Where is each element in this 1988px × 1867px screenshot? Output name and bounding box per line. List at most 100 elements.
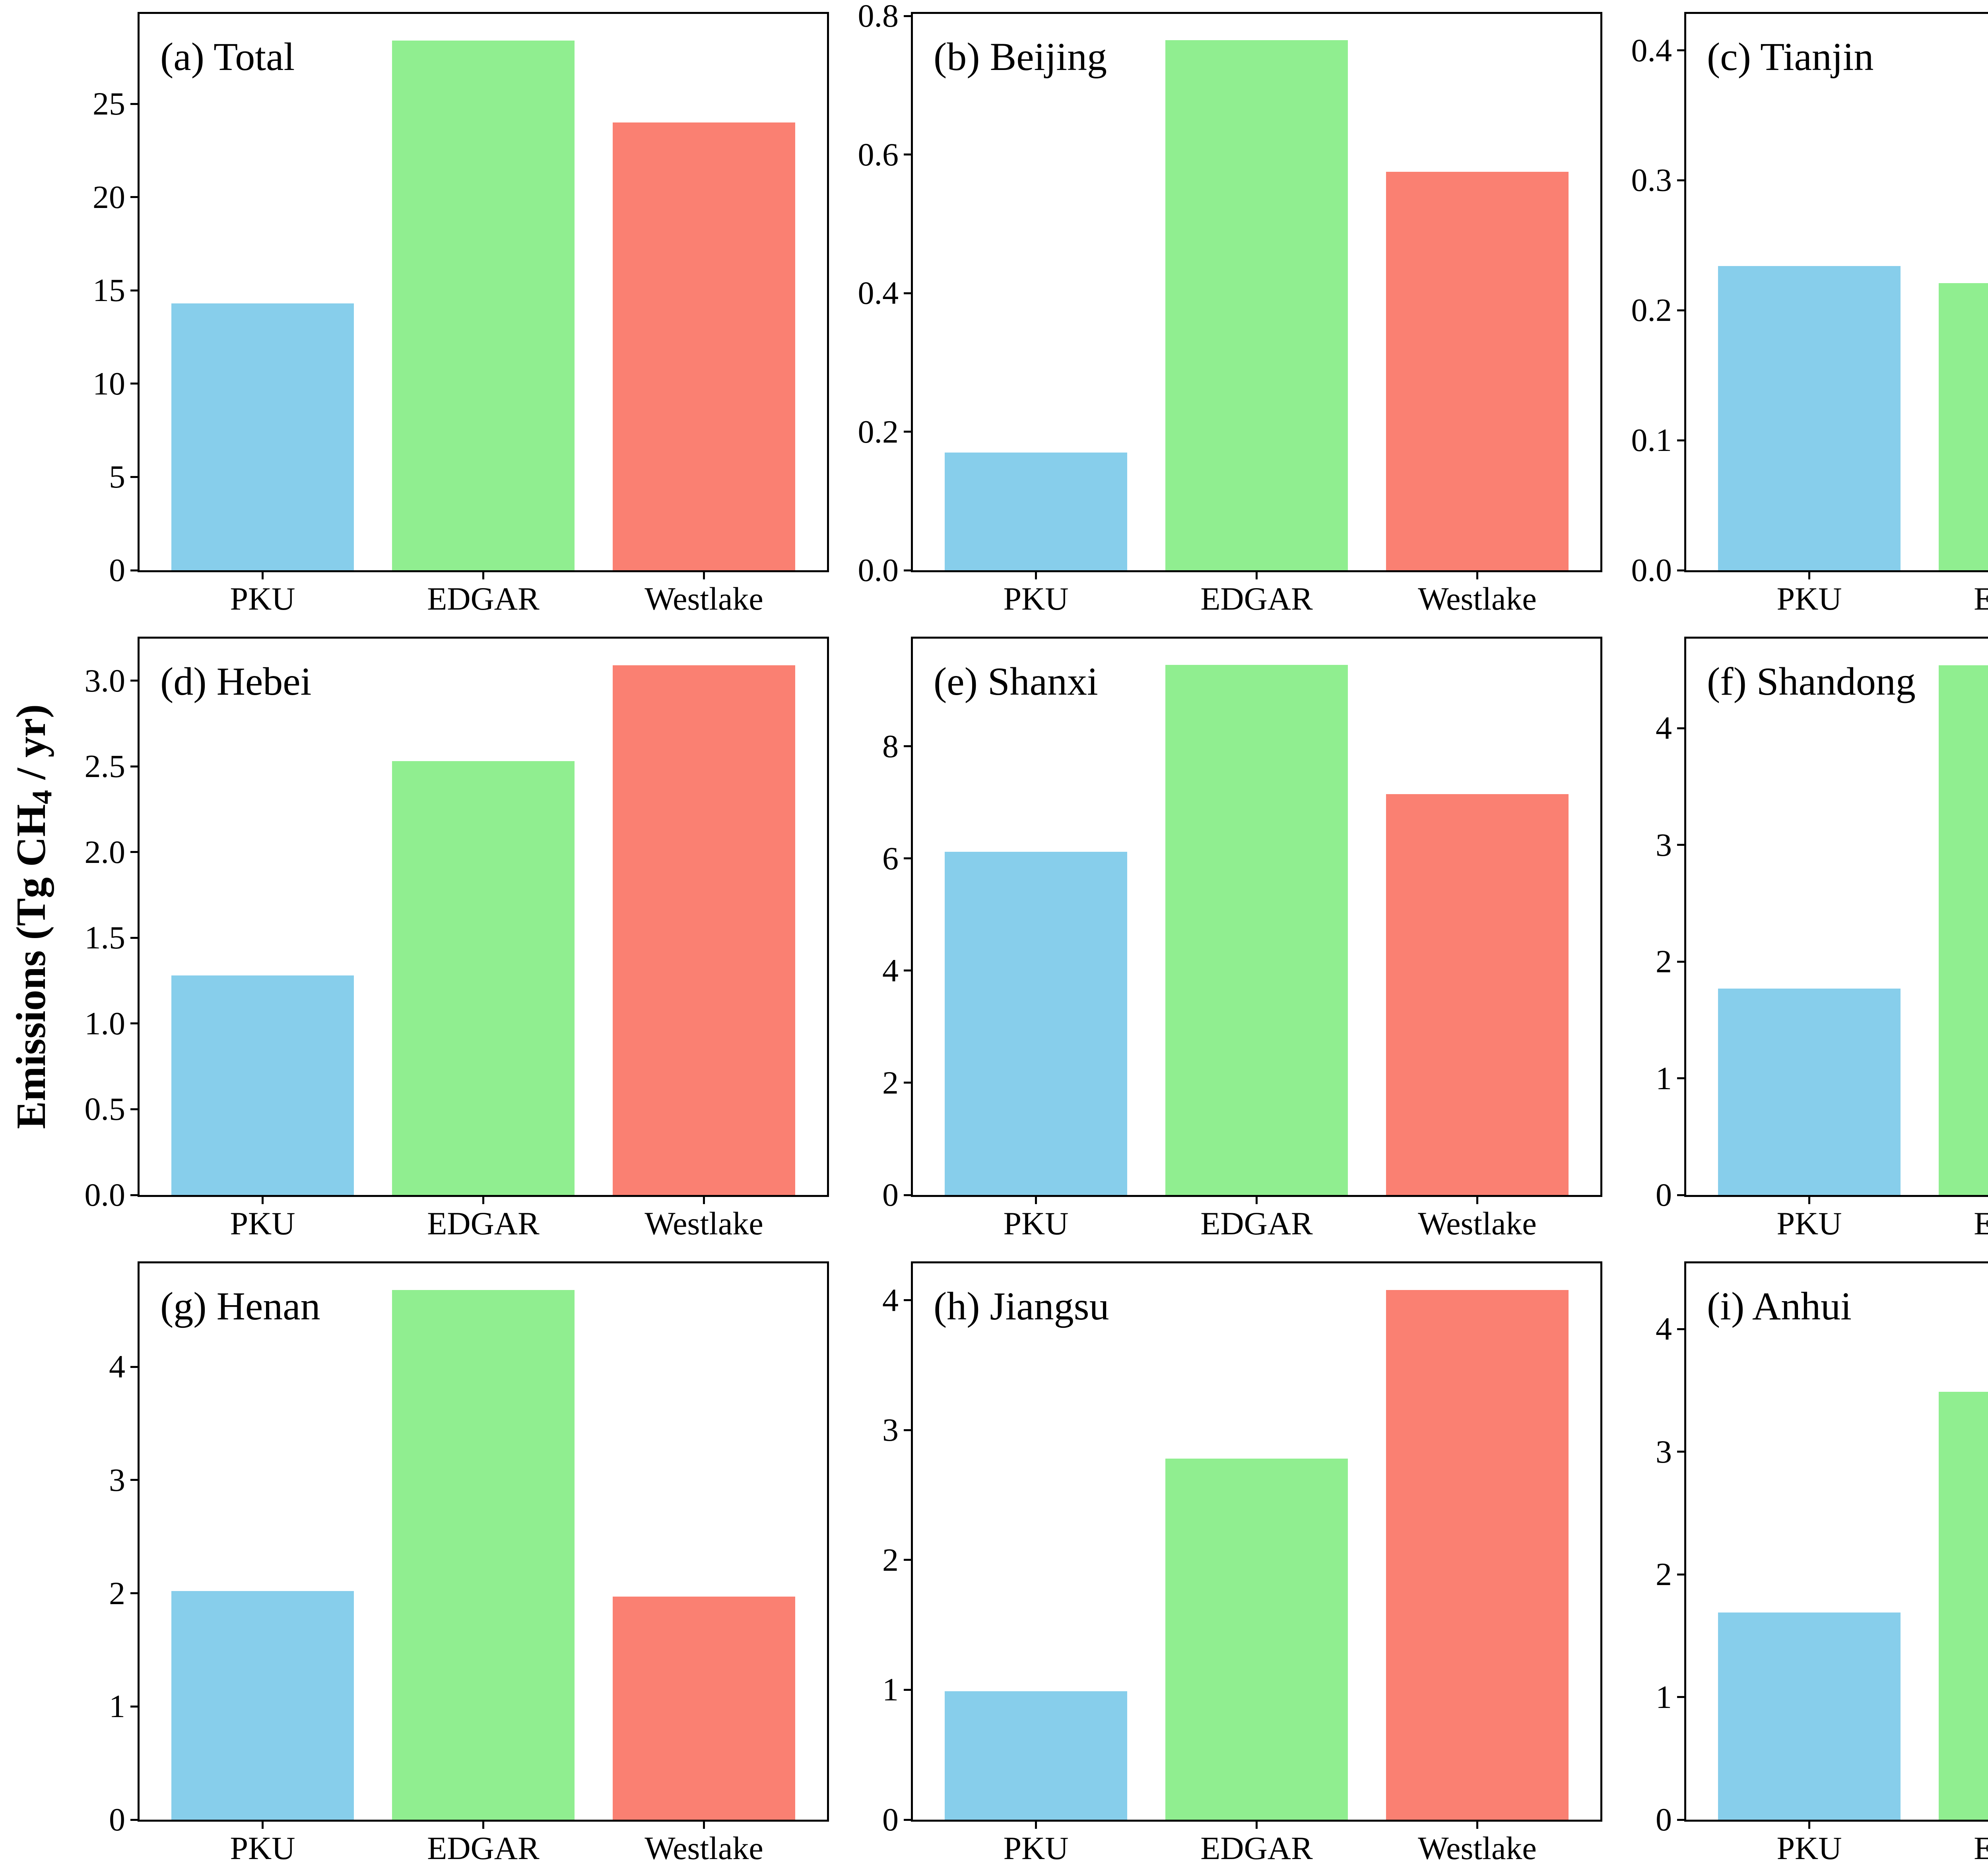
- y-tick-label: 4: [1656, 710, 1672, 746]
- y-tick-mark: [130, 765, 138, 767]
- y-tick-mark: [904, 1688, 911, 1691]
- y-tick-mark: [1677, 179, 1684, 181]
- x-tick-mark: [1256, 1197, 1258, 1204]
- y-tick-label: 0.0: [1631, 552, 1672, 588]
- y-tick-label: 0.4: [1631, 32, 1672, 68]
- y-tick-mark: [130, 1479, 138, 1481]
- bar-westlake-h: [1386, 1290, 1569, 1820]
- y-tick-mark: [1677, 727, 1684, 729]
- panel-title-f: (f) Shandong: [1707, 659, 1916, 703]
- y-tick-mark: [130, 1194, 138, 1196]
- y-tick-mark: [904, 1299, 911, 1302]
- bar-westlake-d: [613, 665, 795, 1195]
- y-tick-mark: [130, 1022, 138, 1025]
- bar-pku-h: [945, 1691, 1127, 1820]
- y-tick-label: 1.5: [84, 919, 126, 956]
- x-tick-label-edgar: EDGAR: [1974, 1205, 1988, 1241]
- x-tick-mark: [1476, 1822, 1478, 1829]
- plot-area-d: (d) Hebei 0.0 0.5 1.0 1.5 2.0 2.5 3.0 PKU EDGAR We…: [85, 637, 829, 1241]
- panel-title-g: (g) Henan: [160, 1284, 320, 1328]
- x-tick-mark: [482, 1197, 484, 1204]
- x-tick-mark: [1256, 572, 1258, 579]
- y-tick-mark: [904, 292, 911, 294]
- x-tick-mark: [261, 1197, 264, 1204]
- x-tick-label-pku: PKU: [1003, 1205, 1069, 1241]
- y-tick-label: 2: [1656, 1556, 1672, 1593]
- x-tick-mark: [1256, 1822, 1258, 1829]
- y-axis-label-subscript: 4: [26, 790, 58, 804]
- plot-area-b: (b) Beijing 0.0 0.2 0.4 0.6 0.8 PKU EDGAR Westla…: [858, 0, 1602, 616]
- x-tick-mark: [703, 1822, 705, 1829]
- y-tick-label: 0.5: [84, 1091, 126, 1127]
- y-tick-mark: [130, 196, 138, 198]
- plot-area-g: (g) Henan 0 1 2 3 4 PKU EDGAR Westlake: [109, 1261, 829, 1866]
- y-tick-mark: [1677, 439, 1684, 441]
- y-tick-label: 3: [109, 1461, 125, 1498]
- x-tick-label-edgar: EDGAR: [1974, 1830, 1988, 1866]
- x-tick-mark: [1808, 572, 1810, 579]
- y-tick-label: 10: [93, 365, 125, 402]
- bar-pku-a: [171, 303, 354, 570]
- x-tick-label-edgar: EDGAR: [427, 1205, 540, 1241]
- y-tick-mark: [130, 1705, 138, 1708]
- bar-edgar-h: [1165, 1459, 1348, 1820]
- y-tick-label: 0: [882, 1801, 899, 1838]
- y-tick-label: 3: [1656, 1433, 1672, 1470]
- plot-area-i: (i) Anhui01234PKUEDGARWestlake: [1656, 1261, 1988, 1866]
- y-tick-mark: [904, 153, 911, 156]
- x-tick-label-pku: PKU: [230, 581, 295, 617]
- y-tick-label: 0.0: [858, 552, 899, 588]
- y-tick-mark: [1677, 1328, 1684, 1330]
- y-tick-mark: [130, 1108, 138, 1110]
- bar-westlake-b: [1386, 172, 1569, 570]
- x-tick-mark: [1035, 1822, 1037, 1829]
- plot-area-c: (c) Tianjin0.00.10.20.30.4PKUEDGARWestla…: [1631, 12, 1988, 616]
- y-tick-mark: [1677, 844, 1684, 846]
- bar-edgar-g: [392, 1290, 575, 1820]
- y-tick-mark: [130, 851, 138, 853]
- x-tick-mark: [1035, 572, 1037, 579]
- y-tick-mark: [904, 1559, 911, 1561]
- y-tick-label: 0: [1656, 1801, 1672, 1838]
- y-tick-mark: [130, 569, 138, 571]
- y-tick-mark: [1677, 1451, 1684, 1453]
- bar-pku-g: [171, 1591, 354, 1820]
- y-tick-label: 1.0: [84, 1005, 126, 1041]
- x-tick-mark: [1476, 1197, 1478, 1204]
- x-tick-mark: [1808, 1822, 1810, 1829]
- x-tick-label-pku: PKU: [230, 1205, 295, 1241]
- y-tick-label: 2.0: [84, 833, 126, 870]
- y-tick-mark: [904, 745, 911, 748]
- y-tick-label: 0.2: [1631, 292, 1672, 328]
- x-tick-label-pku: PKU: [230, 1830, 295, 1866]
- y-tick-label: 0.4: [858, 275, 899, 311]
- y-tick-label: 4: [882, 1282, 899, 1318]
- x-tick-label-pku: PKU: [1003, 581, 1069, 617]
- y-tick-mark: [1677, 1077, 1684, 1080]
- y-tick-mark: [130, 383, 138, 385]
- x-tick-label-edgar: EDGAR: [427, 581, 540, 617]
- plot-area-a: (a) Total 0 5 10 15 20 25 PKU EDGAR Westlake: [93, 12, 829, 616]
- bar-westlake-e: [1386, 794, 1569, 1195]
- y-tick-mark: [1677, 1818, 1684, 1821]
- y-tick-label: 1: [1656, 1060, 1672, 1096]
- y-tick-label: 4: [109, 1348, 125, 1385]
- y-tick-label: 0: [109, 552, 125, 588]
- y-tick-mark: [1677, 569, 1684, 571]
- x-tick-label-edgar: EDGAR: [1974, 581, 1988, 617]
- x-tick-label-edgar: EDGAR: [1200, 1205, 1313, 1241]
- bar-edgar-a: [392, 40, 575, 570]
- x-tick-mark: [261, 1822, 264, 1829]
- y-tick-label: 2: [882, 1064, 899, 1101]
- y-tick-mark: [904, 1429, 911, 1431]
- y-tick-mark: [1677, 1573, 1684, 1576]
- y-tick-mark: [1677, 1696, 1684, 1698]
- y-tick-label: 0.8: [858, 0, 899, 34]
- bar-pku-e: [945, 851, 1127, 1195]
- x-tick-label-westlake: Westlake: [645, 581, 763, 617]
- y-tick-label: 0: [109, 1801, 125, 1838]
- x-tick-mark: [1808, 1197, 1810, 1204]
- plot-area-f: (f) Shandong01234PKUEDGARWestlake: [1656, 637, 1988, 1241]
- y-tick-label: 15: [93, 272, 125, 309]
- panel-title-h: (h) Jiangsu: [934, 1284, 1109, 1328]
